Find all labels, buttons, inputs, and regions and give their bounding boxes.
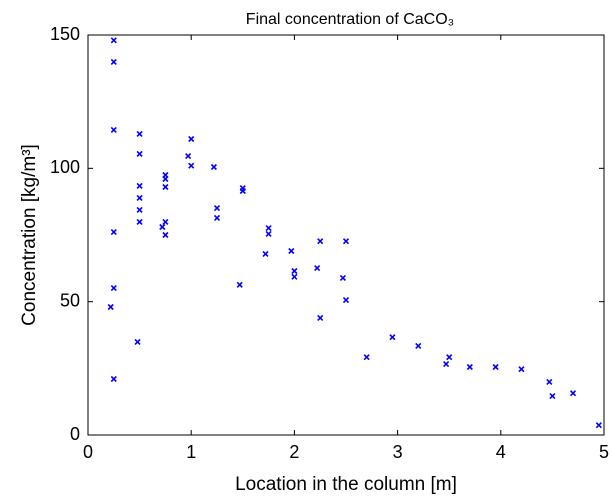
marker [239, 187, 246, 195]
marker [136, 194, 143, 201]
marker [265, 225, 272, 232]
marker [291, 273, 298, 280]
marker [110, 285, 117, 292]
marker [107, 303, 114, 311]
marker [339, 274, 346, 281]
marker [162, 231, 169, 239]
marker [162, 183, 169, 191]
marker [342, 238, 350, 245]
marker [110, 375, 117, 383]
marker [210, 163, 217, 171]
marker [159, 223, 166, 231]
marker [317, 238, 324, 245]
marker [136, 130, 143, 137]
marker [262, 250, 269, 257]
marker [569, 390, 577, 397]
x-tick-label: 5 [599, 442, 609, 462]
marker [546, 378, 553, 385]
marker [492, 363, 499, 371]
x-tick-label: 3 [393, 442, 403, 462]
marker [136, 218, 143, 225]
y-axis-label: Concentration [kg/m³] [19, 144, 40, 326]
x-tick-label: 2 [289, 442, 299, 462]
marker [136, 150, 143, 157]
marker [134, 338, 141, 345]
marker [188, 162, 195, 169]
marker [162, 218, 169, 225]
marker [443, 361, 450, 368]
marker [213, 205, 221, 212]
marker [110, 37, 117, 44]
plot-frame [87, 34, 605, 436]
marker [213, 214, 221, 221]
marker [162, 175, 169, 183]
marker [288, 247, 295, 255]
x-tick-label: 4 [496, 442, 506, 462]
marker [518, 366, 525, 373]
marker [549, 393, 556, 400]
marker [265, 230, 272, 237]
y-tick-label: 50 [60, 290, 80, 310]
marker [314, 265, 321, 272]
marker [110, 126, 117, 133]
marker [595, 422, 602, 429]
x-tick-label: 1 [186, 442, 196, 462]
x-tick-label: 0 [83, 442, 93, 462]
y-tick-label: 100 [50, 157, 80, 177]
marker [342, 297, 350, 304]
marker [185, 153, 192, 160]
marker [317, 314, 324, 321]
marker [136, 182, 143, 189]
marker [236, 281, 243, 288]
marker [389, 334, 396, 341]
marker [415, 342, 422, 349]
x-axis-label: Location in the column [m] [235, 474, 457, 495]
marker [291, 267, 298, 275]
y-tick-label: 150 [50, 24, 80, 44]
chart-title: Final concentration of CaCO₃ [246, 11, 454, 28]
marker [110, 229, 117, 236]
marker [363, 354, 370, 361]
marker [466, 363, 473, 371]
marker [110, 58, 117, 65]
marker [136, 206, 143, 213]
marker [446, 354, 453, 361]
marker [188, 135, 195, 143]
y-tick-label: 0 [70, 424, 80, 444]
